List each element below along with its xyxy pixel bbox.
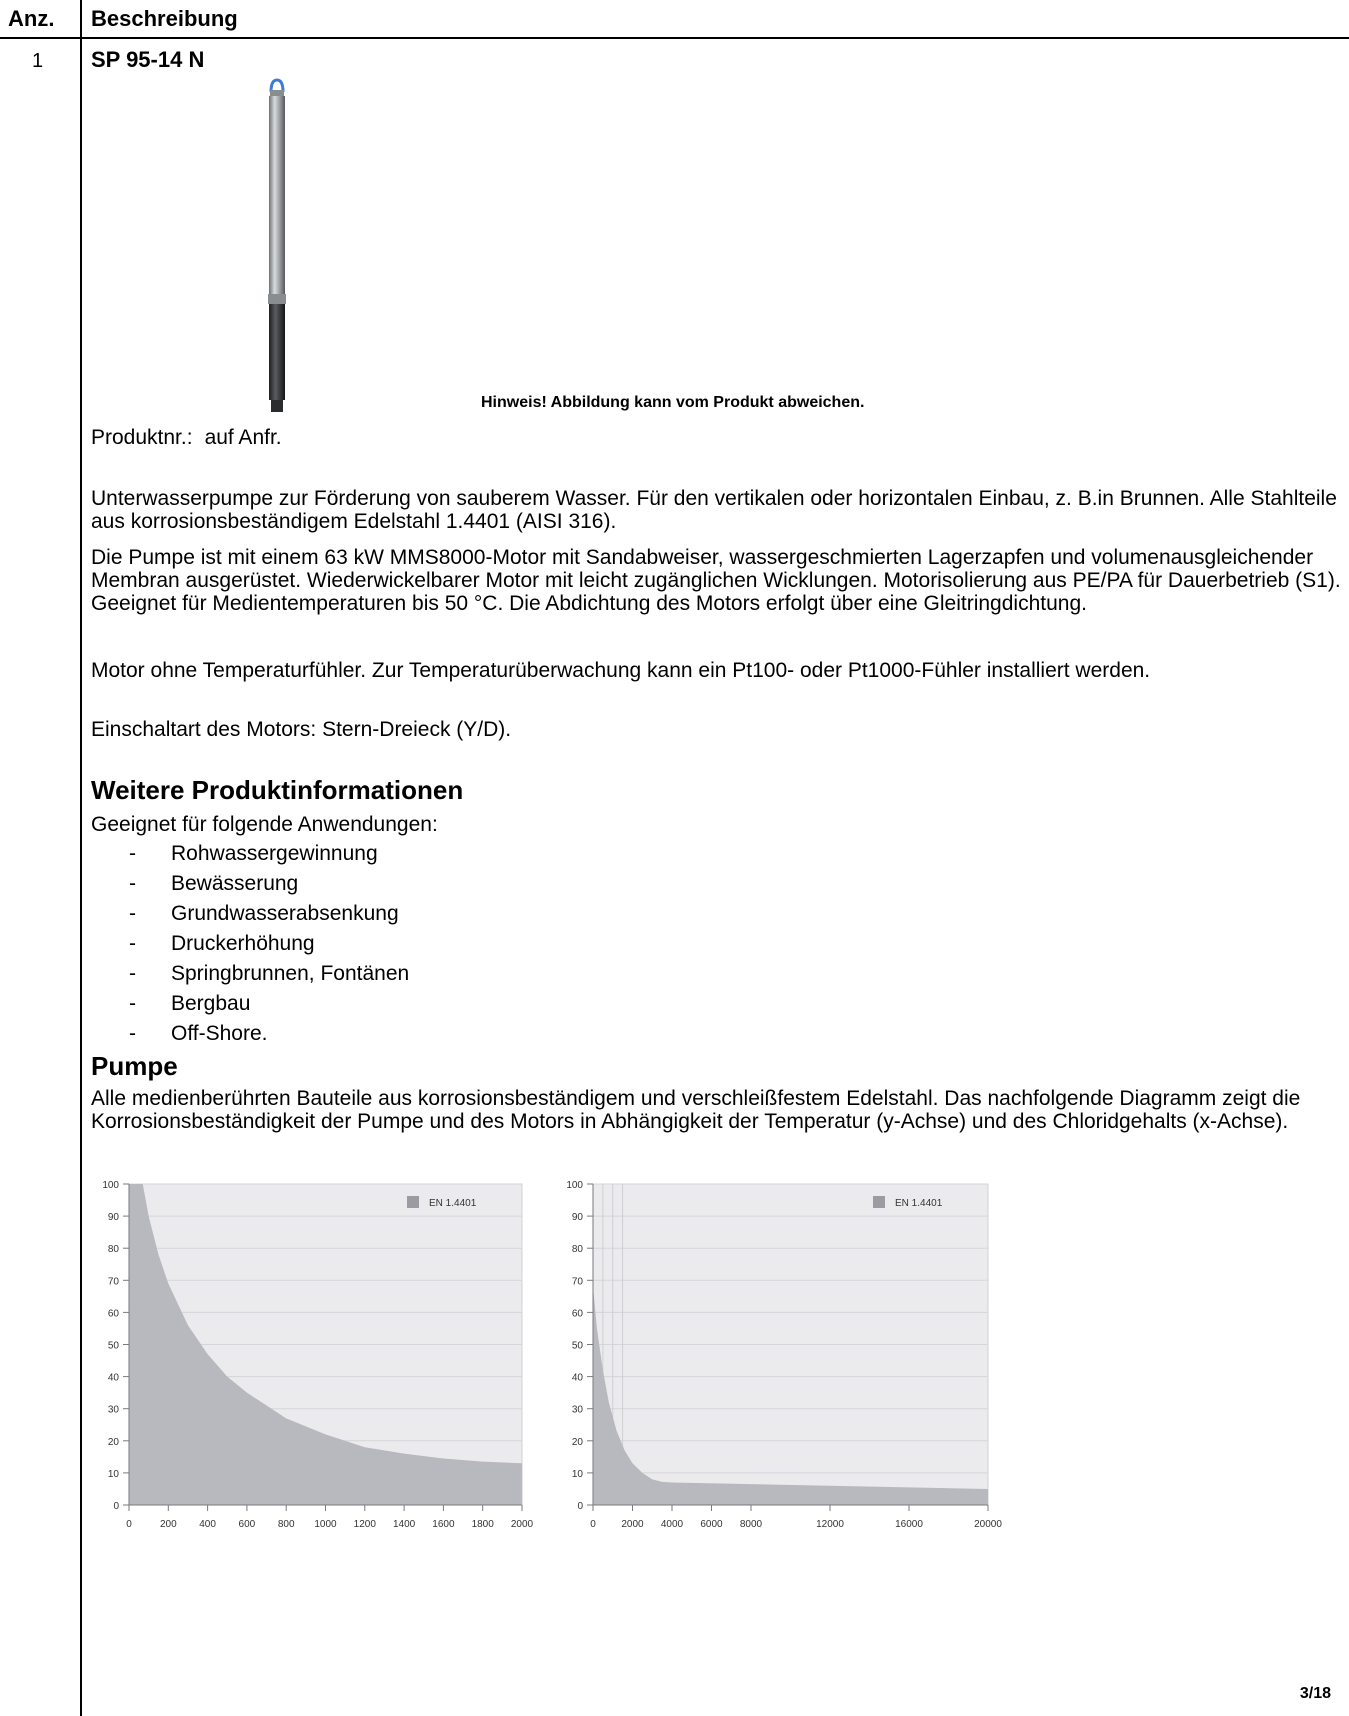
x-tick-label: 6000 bbox=[700, 1519, 723, 1530]
y-tick-label: 40 bbox=[572, 1373, 584, 1384]
list-item: - Bewässerung bbox=[129, 872, 299, 895]
x-tick-label: 4000 bbox=[661, 1519, 684, 1530]
product-number-value: auf Anfr. bbox=[204, 426, 282, 449]
x-tick-label: 16000 bbox=[895, 1519, 923, 1530]
paragraph-motor: Die Pumpe ist mit einem 63 kW MMS8000-Mo… bbox=[91, 546, 1341, 615]
list-item: - Bergbau bbox=[129, 992, 251, 1015]
x-tick-label: 1800 bbox=[472, 1519, 495, 1530]
list-item: - Off-Shore. bbox=[129, 1022, 268, 1045]
x-tick-label: 200 bbox=[160, 1519, 177, 1530]
x-tick-label: 1600 bbox=[432, 1519, 455, 1530]
column-header-quantity: Anz. bbox=[8, 6, 55, 31]
y-tick-label: 90 bbox=[108, 1212, 120, 1223]
x-tick-label: 2000 bbox=[511, 1519, 534, 1530]
y-tick-label: 60 bbox=[108, 1308, 120, 1319]
paragraph-start-type: Einschaltart des Motors: Stern-Dreieck (… bbox=[91, 718, 512, 741]
y-tick-label: 50 bbox=[108, 1341, 120, 1352]
list-item: - Rohwassergewinnung bbox=[129, 842, 378, 865]
x-tick-label: 1000 bbox=[314, 1519, 337, 1530]
product-number: Produktnr.: auf Anfr. bbox=[91, 426, 282, 450]
y-tick-label: 10 bbox=[108, 1469, 120, 1480]
y-tick-label: 20 bbox=[572, 1437, 584, 1448]
legend-label: EN 1.4401 bbox=[429, 1198, 477, 1209]
y-tick-label: 70 bbox=[572, 1276, 584, 1287]
y-tick-label: 40 bbox=[108, 1373, 120, 1384]
x-tick-label: 8000 bbox=[740, 1519, 763, 1530]
y-tick-label: 20 bbox=[108, 1437, 120, 1448]
y-tick-label: 80 bbox=[572, 1244, 584, 1255]
heading-pump: Pumpe bbox=[91, 1051, 178, 1081]
x-tick-label: 600 bbox=[239, 1519, 256, 1530]
column-divider bbox=[80, 0, 82, 1716]
x-tick-label: 20000 bbox=[974, 1519, 1002, 1530]
y-tick-label: 10 bbox=[572, 1469, 584, 1480]
paragraph-sensor: Motor ohne Temperaturfühler. Zur Tempera… bbox=[91, 659, 1151, 682]
applications-list: - Rohwassergewinnung - Bewässerung - Grundw… bbox=[91, 839, 409, 1049]
y-tick-label: 80 bbox=[108, 1244, 120, 1255]
y-tick-label: 60 bbox=[572, 1308, 584, 1319]
paragraph-intro: Unterwasserpumpe zur Förderung von saube… bbox=[91, 487, 1337, 533]
y-tick-label: 90 bbox=[572, 1212, 584, 1223]
list-item: - Grundwasserabsenkung bbox=[129, 902, 399, 925]
list-item: - Druckerhöhung bbox=[129, 932, 315, 955]
product-number-label: Produktnr.: bbox=[91, 426, 193, 449]
product-model-title: SP 95-14 N bbox=[91, 47, 205, 72]
table-header: Anz. Beschreibung bbox=[0, 0, 1349, 37]
y-tick-label: 100 bbox=[102, 1180, 119, 1191]
heading-more-info: Weitere Produktinformationen bbox=[91, 775, 464, 805]
column-header-description: Beschreibung bbox=[91, 6, 238, 31]
pump-product-image bbox=[268, 78, 286, 412]
header-divider bbox=[0, 37, 1349, 39]
y-tick-label: 0 bbox=[113, 1501, 119, 1512]
x-tick-label: 0 bbox=[126, 1519, 132, 1530]
y-tick-label: 30 bbox=[572, 1405, 584, 1416]
x-tick-label: 12000 bbox=[816, 1519, 844, 1530]
image-disclaimer: Hinweis! Abbildung kann vom Produkt abwe… bbox=[481, 394, 865, 411]
list-item: - Springbrunnen, Fontänen bbox=[129, 962, 410, 985]
row-quantity: 1 bbox=[32, 50, 44, 72]
applications-intro: Geeignet für folgende Anwendungen: bbox=[91, 813, 438, 836]
x-tick-label: 2000 bbox=[621, 1519, 644, 1530]
paragraph-pump: Alle medienberührten Bauteile aus korros… bbox=[91, 1087, 1301, 1133]
y-tick-label: 100 bbox=[566, 1180, 583, 1191]
y-tick-label: 50 bbox=[572, 1341, 584, 1352]
series-area bbox=[129, 1184, 522, 1505]
x-tick-label: 1200 bbox=[354, 1519, 377, 1530]
x-tick-label: 1400 bbox=[393, 1519, 416, 1530]
corrosion-chart-right: 0 10 20 30 40 50 60 70 80 90 100 0 2000 4000 6000 8000 1… bbox=[566, 1180, 1002, 1530]
x-tick-label: 800 bbox=[278, 1519, 295, 1530]
series-area bbox=[593, 1286, 988, 1505]
y-tick-label: 30 bbox=[108, 1405, 120, 1416]
legend-label: EN 1.4401 bbox=[895, 1198, 943, 1209]
legend-swatch bbox=[873, 1196, 885, 1208]
x-tick-label: 0 bbox=[590, 1519, 596, 1530]
x-tick-label: 400 bbox=[199, 1519, 216, 1530]
y-tick-label: 0 bbox=[577, 1501, 583, 1512]
legend-swatch bbox=[407, 1196, 419, 1208]
y-tick-label: 70 bbox=[108, 1276, 120, 1287]
page-number: 3/18 bbox=[1299, 1685, 1331, 1702]
